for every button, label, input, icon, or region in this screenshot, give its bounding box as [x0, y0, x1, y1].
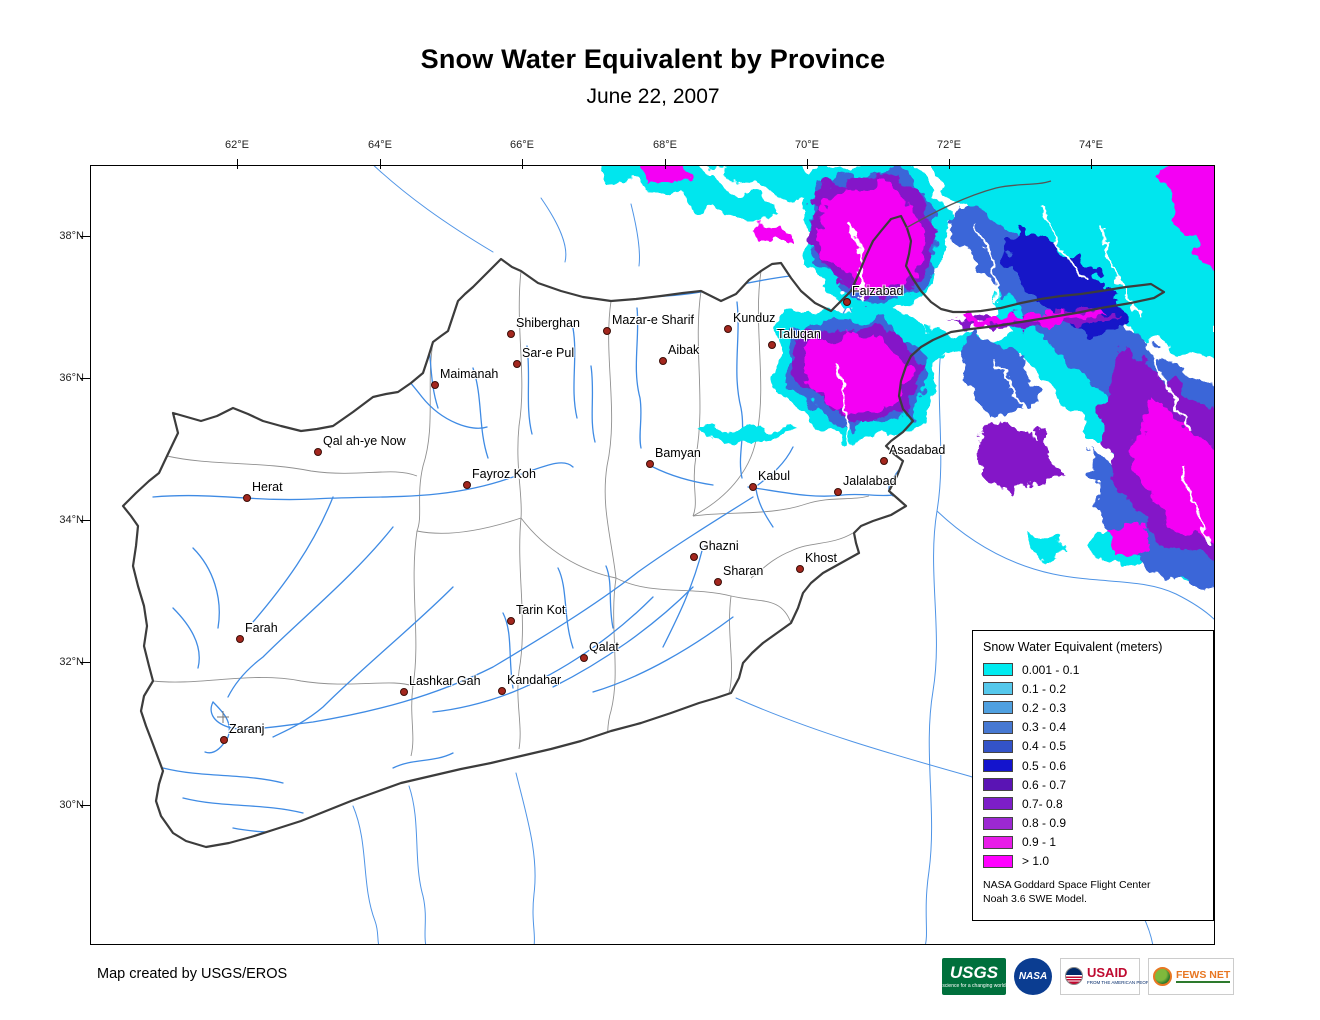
- usaid-logo-text: USAID: [1087, 965, 1128, 981]
- legend-swatch: [983, 835, 1013, 849]
- legend-swatch: [983, 720, 1013, 734]
- legend-class-label: 0.2 - 0.3: [1022, 700, 1067, 715]
- province-boundaries-layer: [152, 270, 870, 757]
- map-frame: [90, 165, 1215, 945]
- legend-row: 0.3 - 0.4: [983, 718, 1203, 737]
- nasa-logo: NASA: [1014, 957, 1052, 995]
- legend-row: 0.2 - 0.3: [983, 698, 1203, 717]
- legend-rows: 0.001 - 0.1 0.1 - 0.2 0.2 - 0.3 0.3 - 0.4 0.…: [983, 660, 1203, 871]
- legend-row: 0.7- 0.8: [983, 794, 1203, 813]
- legend-class-label: 0.9 - 1: [1022, 835, 1057, 850]
- latitude-label: 38°N: [59, 230, 84, 242]
- legend-swatch: [983, 797, 1013, 811]
- usaid-logo: USAID FROM THE AMERICAN PEOPLE: [1060, 957, 1154, 995]
- usaid-emblem-icon: [1065, 967, 1083, 985]
- legend-title: Snow Water Equivalent (meters): [983, 640, 1163, 654]
- legend-row: 0.6 - 0.7: [983, 775, 1203, 794]
- legend-note: NASA Goddard Space Flight Center Noah 3.…: [983, 878, 1203, 906]
- legend-swatch: [983, 663, 1013, 677]
- legend-class-label: 0.7- 0.8: [1022, 796, 1063, 811]
- legend-row: 0.8 - 0.9: [983, 814, 1203, 833]
- longitude-tick: [1091, 159, 1092, 169]
- latitude-tick: [80, 805, 90, 806]
- nasa-logo-text: NASA: [1018, 970, 1048, 982]
- legend-swatch: [983, 854, 1013, 868]
- legend-class-label: 0.8 - 0.9: [1022, 816, 1067, 831]
- legend-row: 0.5 - 0.6: [983, 756, 1203, 775]
- longitude-label: 68°E: [653, 139, 677, 151]
- latitude-tick: [80, 236, 90, 237]
- page-subtitle: June 22, 2007: [586, 85, 720, 108]
- longitude-tick: [665, 159, 666, 169]
- longitude-label: 66°E: [510, 139, 534, 151]
- map-credit-text: Map created by USGS/EROS: [97, 966, 288, 982]
- legend-row: 0.1 - 0.2: [983, 679, 1203, 698]
- legend-swatch: [983, 701, 1013, 715]
- legend-row: 0.9 - 1: [983, 833, 1203, 852]
- legend-swatch: [983, 759, 1013, 773]
- usgs-logo-text: USGS: [949, 962, 999, 982]
- legend-swatch: [983, 739, 1013, 753]
- latitude-label: 34°N: [59, 514, 84, 526]
- legend-row: 0.4 - 0.5: [983, 737, 1203, 756]
- usgs-logo-tagline: science for a changing world: [942, 982, 1006, 989]
- credits-logos: USGS science for a changing world NASA U…: [942, 956, 1234, 996]
- snow-class-magenta: [640, 166, 1214, 560]
- legend-swatch: [983, 682, 1013, 696]
- latitude-label: 32°N: [59, 656, 84, 668]
- snow-layer: [602, 166, 1214, 593]
- latitude-tick: [80, 520, 90, 521]
- longitude-label: 70°E: [795, 139, 819, 151]
- longitude-label: 74°E: [1079, 139, 1103, 151]
- legend-row: > 1.0: [983, 852, 1203, 871]
- latitude-tick: [80, 662, 90, 663]
- globe-icon: [1153, 966, 1172, 986]
- longitude-tick: [237, 159, 238, 169]
- legend-class-label: 0.5 - 0.6: [1022, 758, 1067, 773]
- legend-class-label: > 1.0: [1022, 854, 1050, 869]
- legend-swatch: [983, 778, 1013, 792]
- legend-swatch: [983, 816, 1013, 830]
- legend-class-label: 0.1 - 0.2: [1022, 681, 1067, 696]
- legend-class-label: 0.6 - 0.7: [1022, 777, 1067, 792]
- legend-class-label: 0.3 - 0.4: [1022, 720, 1067, 735]
- legend-box: Snow Water Equivalent (meters) 0.001 - 0…: [972, 630, 1214, 921]
- longitude-tick: [380, 159, 381, 169]
- snow-valleys: [834, 205, 1213, 547]
- legend-note-line2: Noah 3.6 SWE Model.: [983, 893, 1087, 906]
- longitude-label: 64°E: [368, 139, 392, 151]
- neighbor-borders-layer: [905, 180, 1052, 229]
- longitude-label: 62°E: [225, 139, 249, 151]
- longitude-tick: [949, 159, 950, 169]
- graticule-cross: [217, 711, 229, 723]
- fews-net-logo: FEWS NET: [1148, 957, 1234, 995]
- latitude-label: 30°N: [59, 799, 84, 811]
- legend-class-label: 0.001 - 0.1: [1022, 662, 1080, 677]
- longitude-tick: [522, 159, 523, 169]
- latitude-label: 36°N: [59, 372, 84, 384]
- usaid-logo-tagline: FROM THE AMERICAN PEOPLE: [1087, 980, 1155, 986]
- legend-class-label: 0.4 - 0.5: [1022, 739, 1067, 754]
- legend-row: 0.001 - 0.1: [983, 660, 1203, 679]
- map-canvas: [121, 166, 1214, 944]
- page-title: Snow Water Equivalent by Province: [420, 44, 886, 74]
- longitude-label: 72°E: [937, 139, 961, 151]
- fews-net-logo-text: FEWS NET: [1176, 969, 1231, 983]
- usgs-logo: USGS science for a changing world: [942, 957, 1006, 995]
- latitude-tick: [80, 378, 90, 379]
- legend-note-line1: NASA Goddard Space Flight Center: [983, 879, 1151, 892]
- longitude-tick: [807, 159, 808, 169]
